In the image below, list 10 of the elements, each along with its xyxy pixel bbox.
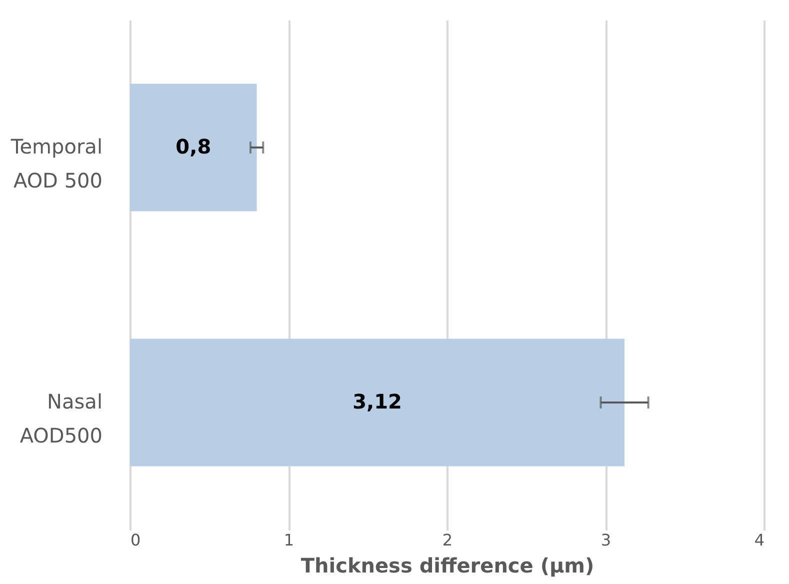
x-tick-label: 2 bbox=[442, 530, 453, 550]
x-tick-label: 4 bbox=[754, 530, 764, 550]
x-tick-label: 1 bbox=[284, 530, 294, 550]
y-tick-label: Nasal AOD500 bbox=[20, 390, 102, 448]
y-tick-label: Temporal AOD 500 bbox=[10, 134, 102, 192]
data-label: 3,12 bbox=[352, 390, 402, 414]
x-axis-title: Thickness difference (µm) bbox=[300, 554, 594, 578]
data-label: 0,8 bbox=[176, 134, 212, 158]
x-tick-label: 0 bbox=[130, 530, 141, 550]
x-tick-label: 3 bbox=[600, 530, 612, 550]
